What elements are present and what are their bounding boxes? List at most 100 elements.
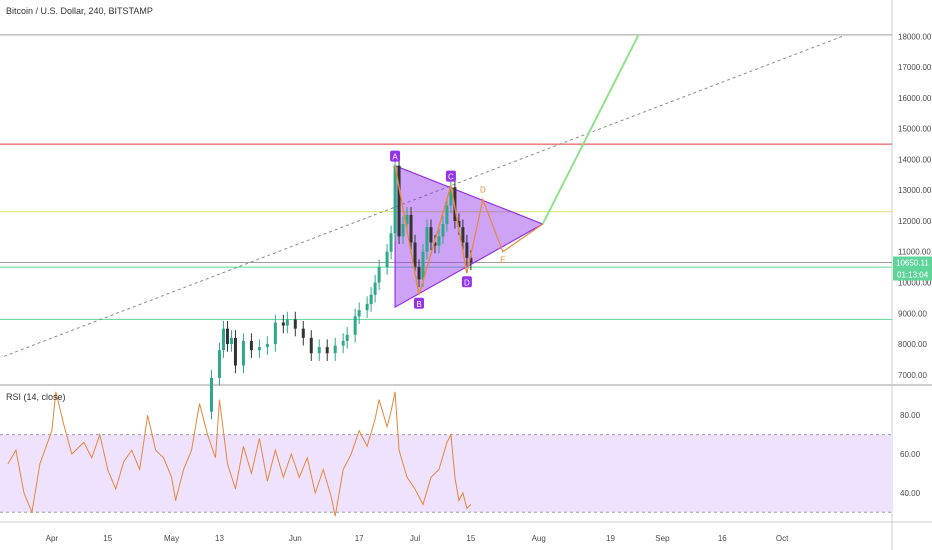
rsi-line: [7, 391, 472, 517]
candle-body: [241, 340, 245, 366]
pattern-point-label: D: [480, 185, 486, 194]
candle-body: [249, 340, 253, 351]
candle-body: [265, 344, 269, 348]
pattern-projection-zigzag: [466, 197, 544, 274]
candle-body: [353, 316, 357, 335]
candle-body: [309, 337, 313, 354]
candle-body: [229, 337, 233, 345]
x-tick-label: Jun: [289, 534, 302, 543]
candle-body: [441, 224, 445, 237]
candle-body: [437, 236, 441, 246]
candle-body: [425, 227, 429, 252]
countdown-value: 01:13:04: [897, 271, 929, 280]
candle-body: [317, 347, 321, 354]
y-tick-label: 8000.00: [898, 340, 927, 349]
candle-body: [333, 345, 337, 354]
candle-body: [301, 328, 305, 338]
price-tag-box: [893, 256, 932, 269]
pattern-point-label: B: [416, 300, 421, 309]
x-tick-label: Sep: [655, 534, 670, 543]
x-tick-label: Apr: [46, 534, 59, 543]
candle-body: [233, 337, 237, 366]
y-tick-label: 15000.00: [898, 125, 932, 134]
pattern-point-marker: [414, 297, 425, 309]
candle-body: [409, 214, 413, 243]
y-tick-label: 13000.00: [898, 186, 932, 195]
candle-body: [457, 220, 461, 228]
pattern-point-label: A: [392, 153, 398, 162]
pattern-point-label: D: [464, 278, 470, 287]
pattern-point-label: E: [500, 256, 505, 265]
pattern-point-label: C: [448, 173, 454, 182]
x-tick-label: 19: [606, 534, 615, 543]
rsi-y-tick-label: 80.00: [900, 411, 921, 420]
rsi-band: [0, 434, 892, 513]
x-tick-label: 13: [215, 534, 224, 543]
candle-body: [429, 227, 433, 243]
y-tick-label: 17000.00: [898, 63, 932, 72]
candle-body: [421, 251, 425, 280]
candle-body: [209, 377, 213, 412]
y-tick-label: 16000.00: [898, 94, 932, 103]
candle-body: [449, 187, 453, 206]
candle-body: [357, 310, 361, 317]
y-tick-label: 14000.00: [898, 155, 932, 164]
rsi-y-tick-label: 60.00: [900, 450, 921, 459]
candle-body: [373, 282, 377, 295]
candle-body: [469, 257, 473, 263]
pattern-point-marker: [445, 170, 456, 182]
x-tick-label: Oct: [776, 534, 789, 543]
x-tick-label: 15: [103, 534, 112, 543]
candle-body: [281, 322, 285, 326]
candle-body: [369, 294, 373, 305]
pattern-point-marker: [390, 150, 401, 162]
candle-body: [341, 340, 345, 346]
y-tick-label: 7000.00: [898, 371, 927, 380]
y-tick-label: 10000.00: [898, 279, 932, 288]
candle-body: [345, 334, 349, 341]
rsi-title: RSI (14, close): [6, 392, 66, 402]
candle-body: [401, 224, 405, 237]
countdown-box: [893, 268, 932, 281]
candle-body: [389, 233, 393, 252]
x-tick-label: Aug: [532, 534, 546, 543]
candle-body: [405, 214, 409, 225]
candle-body: [397, 165, 401, 237]
candle-body: [365, 304, 369, 311]
y-tick-label: 9000.00: [898, 309, 927, 318]
candle-body: [433, 242, 437, 246]
candle-body: [217, 350, 221, 378]
candle-body: [413, 242, 417, 268]
x-tick-label: Jul: [410, 534, 420, 543]
candle-body: [221, 328, 225, 351]
candle-body: [377, 267, 381, 283]
candle-body: [325, 347, 329, 354]
candle-body: [285, 319, 289, 326]
y-tick-label: 18000.00: [898, 32, 932, 41]
candle-body: [393, 196, 397, 234]
y-tick-label: 11000.00: [898, 248, 931, 257]
candle-body: [225, 328, 229, 345]
chart-title: Bitcoin / U.S. Dollar, 240, BITSTAMP: [6, 6, 153, 16]
y-tick-label: 12000.00: [898, 217, 932, 226]
candle-body: [465, 242, 469, 258]
price-tag-value: 10650.11: [896, 259, 929, 268]
candle-body: [293, 319, 297, 329]
candle-body: [385, 251, 389, 268]
pattern-zigzag: [394, 165, 468, 296]
candle-body: [257, 347, 261, 351]
x-tick-label: 15: [466, 534, 475, 543]
candle-body: [393, 165, 397, 197]
rsi-y-tick-label: 40.00: [900, 489, 921, 498]
x-tick-label: 17: [355, 534, 364, 543]
candle-body: [273, 322, 277, 345]
candle-body: [417, 267, 421, 280]
projection-line: [541, 34, 640, 225]
candle-body: [461, 227, 465, 243]
candle-body: [445, 205, 449, 225]
pattern-point-marker: [461, 276, 472, 288]
x-tick-label: May: [164, 534, 179, 543]
x-tick-label: 16: [718, 534, 727, 543]
